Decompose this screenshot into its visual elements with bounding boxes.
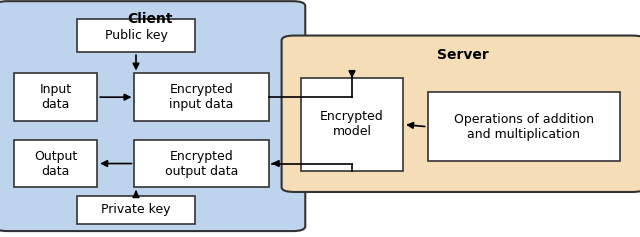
Text: Input
data: Input data: [40, 83, 72, 111]
FancyBboxPatch shape: [134, 73, 269, 121]
FancyBboxPatch shape: [77, 196, 195, 224]
Text: Server: Server: [438, 47, 489, 62]
Text: Encrypted
input data: Encrypted input data: [170, 83, 234, 111]
FancyBboxPatch shape: [0, 1, 305, 231]
FancyBboxPatch shape: [134, 140, 269, 187]
FancyBboxPatch shape: [282, 36, 640, 192]
FancyBboxPatch shape: [77, 19, 195, 52]
FancyBboxPatch shape: [14, 73, 97, 121]
FancyBboxPatch shape: [14, 140, 97, 187]
Text: Client: Client: [127, 12, 173, 26]
FancyBboxPatch shape: [428, 92, 620, 161]
Text: Encrypted
model: Encrypted model: [320, 110, 384, 138]
FancyBboxPatch shape: [301, 78, 403, 171]
Text: Encrypted
output data: Encrypted output data: [165, 150, 238, 178]
Text: Operations of addition
and multiplication: Operations of addition and multiplicatio…: [454, 113, 593, 141]
Text: Public key: Public key: [104, 29, 168, 42]
Text: Output
data: Output data: [34, 150, 77, 178]
Text: Private key: Private key: [101, 203, 171, 216]
